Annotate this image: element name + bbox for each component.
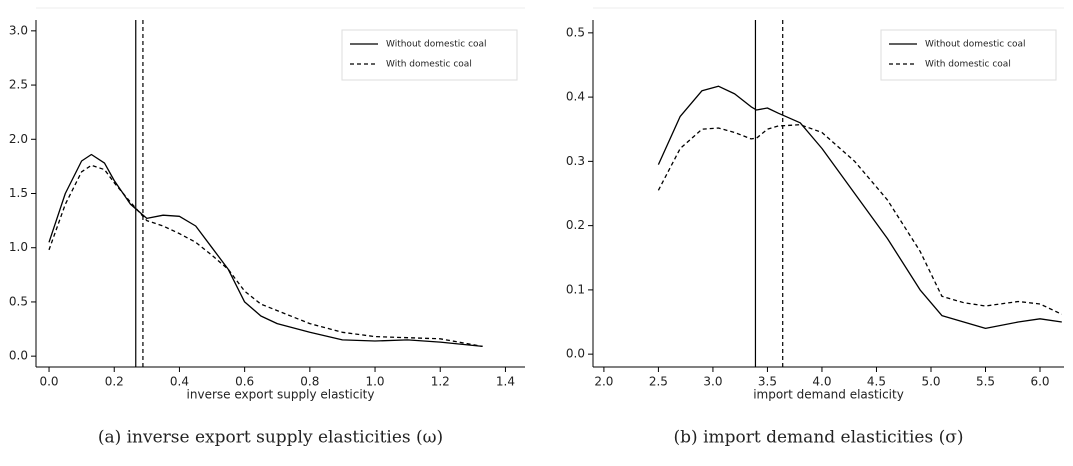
x-tick-label: 3.0 bbox=[703, 375, 722, 389]
y-tick-label: 2.5 bbox=[9, 78, 28, 92]
y-tick-label: 0.0 bbox=[9, 349, 28, 363]
caption: (b) import demand elasticities (σ) bbox=[674, 428, 964, 448]
x-tick-label: 5.5 bbox=[976, 375, 995, 389]
density-line bbox=[48, 164, 483, 348]
x-tick-label: 4.0 bbox=[812, 375, 831, 389]
x-axis-label: inverse export supply elasticity bbox=[187, 388, 375, 402]
y-tick-label: 0.3 bbox=[566, 154, 585, 168]
x-tick-label: 1.0 bbox=[365, 375, 384, 389]
legend-label: With domestic coal bbox=[386, 60, 472, 70]
y-tick-label: 0.5 bbox=[9, 294, 28, 308]
x-tick-label: 0.4 bbox=[170, 375, 189, 389]
y-tick-label: 3.0 bbox=[9, 23, 28, 37]
legend-label: Without domestic coal bbox=[925, 40, 1026, 50]
x-tick-label: 2.5 bbox=[649, 375, 668, 389]
x-tick-label: 0.8 bbox=[300, 375, 319, 389]
y-tick-label: 0.5 bbox=[566, 25, 585, 39]
x-tick-label: 6.0 bbox=[1030, 375, 1049, 389]
legend-label: With domestic coal bbox=[925, 60, 1011, 70]
x-tick-label: 1.4 bbox=[496, 375, 515, 389]
legend-box bbox=[880, 29, 1057, 81]
x-tick-label: 0.2 bbox=[105, 375, 124, 389]
legend-label: Without domestic coal bbox=[386, 40, 487, 50]
x-tick-label: 2.0 bbox=[594, 375, 613, 389]
y-tick-label: 0.0 bbox=[566, 347, 585, 361]
x-tick-label: 5.0 bbox=[921, 375, 940, 389]
density-line bbox=[657, 124, 1063, 315]
x-tick-label: 4.5 bbox=[867, 375, 886, 389]
y-tick-label: 1.5 bbox=[9, 186, 28, 200]
density-line bbox=[48, 153, 483, 348]
x-axis-label: import demand elasticity bbox=[753, 388, 904, 402]
x-tick-label: 3.5 bbox=[758, 375, 777, 389]
density-line bbox=[657, 85, 1062, 330]
y-tick-label: 0.2 bbox=[566, 218, 585, 232]
y-tick-label: 1.0 bbox=[9, 240, 28, 254]
x-tick-label: 0.0 bbox=[39, 375, 58, 389]
x-tick-label: 0.6 bbox=[235, 375, 254, 389]
y-tick-label: 2.0 bbox=[9, 132, 28, 146]
y-tick-label: 0.1 bbox=[566, 282, 585, 296]
legend-box bbox=[341, 29, 518, 81]
y-tick-label: 0.4 bbox=[566, 90, 585, 104]
caption: (a) inverse export supply elasticities (… bbox=[98, 428, 443, 448]
x-tick-label: 1.2 bbox=[431, 375, 450, 389]
